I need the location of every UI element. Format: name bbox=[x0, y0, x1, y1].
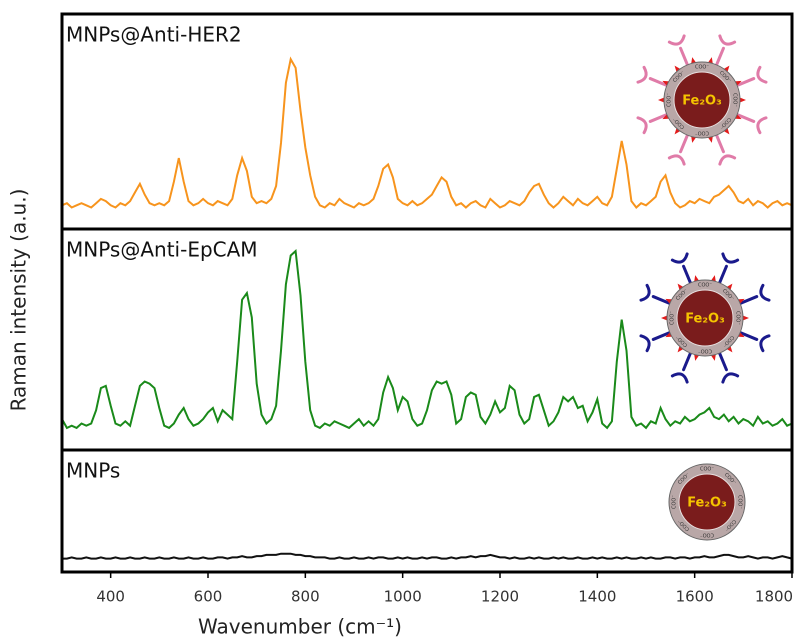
x-tick-label: 800 bbox=[291, 588, 320, 606]
core-label: Fe₂O₃ bbox=[685, 312, 725, 327]
antibody bbox=[670, 252, 693, 287]
panel-label: MNPs@Anti-EpCAM bbox=[66, 238, 258, 262]
antibody bbox=[636, 65, 671, 88]
x-tick-label: 1000 bbox=[384, 588, 422, 606]
panel-label: MNPs@Anti-HER2 bbox=[66, 23, 242, 47]
core bbox=[678, 473, 736, 531]
spectrum-line bbox=[61, 56, 793, 209]
shell-label: COO⁻ bbox=[667, 93, 673, 107]
core-label: Fe₂O₃ bbox=[687, 496, 727, 511]
antibody bbox=[714, 131, 737, 166]
x-axis-label: Wavenumber (cm⁻¹) bbox=[198, 615, 402, 639]
x-tick-label: 400 bbox=[96, 588, 125, 606]
shell-label: COO⁻ bbox=[698, 348, 712, 354]
shell-label: COO⁻ bbox=[670, 311, 676, 325]
core bbox=[676, 289, 734, 347]
x-tick-label: 600 bbox=[194, 588, 223, 606]
x-tick-label: 1200 bbox=[481, 588, 519, 606]
shell-label: COO⁻ bbox=[735, 311, 741, 325]
shell-label: COO⁻ bbox=[700, 467, 714, 473]
antibody bbox=[736, 330, 771, 353]
shell-label: COO⁻ bbox=[700, 532, 714, 538]
shell-label: COO⁻ bbox=[732, 93, 738, 107]
x-tick-label: 1800 bbox=[755, 588, 793, 606]
shell-label: COO⁻ bbox=[737, 495, 743, 509]
core bbox=[673, 71, 731, 129]
antibody bbox=[667, 34, 690, 69]
x-tick-label: 1400 bbox=[578, 588, 616, 606]
spectrum-line bbox=[61, 249, 793, 430]
antibody bbox=[733, 112, 768, 135]
x-tick-label: 1600 bbox=[676, 588, 714, 606]
particle-icon: COO⁻COO⁻COO⁻COO⁻COO⁻COO⁻COO⁻COO⁻Fe₂O₃ bbox=[668, 463, 746, 541]
shell-label: COO⁻ bbox=[698, 283, 712, 289]
shell-label: COO⁻ bbox=[695, 65, 709, 71]
shell-label: COO⁻ bbox=[672, 495, 678, 509]
antibody bbox=[667, 131, 690, 166]
antibody bbox=[670, 349, 693, 384]
antibody bbox=[636, 112, 671, 135]
antibody bbox=[714, 34, 737, 69]
particle-icon: COO⁻COO⁻COO⁻COO⁻COO⁻COO⁻COO⁻COO⁻Fe₂O₃ bbox=[636, 34, 768, 166]
panel-label: MNPs bbox=[66, 459, 120, 483]
core-label: Fe₂O₃ bbox=[682, 94, 722, 109]
plot-frame bbox=[60, 12, 794, 574]
antibody bbox=[639, 330, 674, 353]
antibody bbox=[639, 283, 674, 306]
y-axis-label: Raman intensity (a.u.) bbox=[7, 189, 31, 412]
shell-label: COO⁻ bbox=[695, 130, 709, 136]
antibody bbox=[717, 252, 740, 287]
spectrum-line bbox=[62, 552, 793, 560]
antibody bbox=[717, 349, 740, 384]
particle-icon: COO⁻COO⁻COO⁻COO⁻COO⁻COO⁻COO⁻COO⁻Fe₂O₃ bbox=[639, 252, 771, 384]
antibody bbox=[736, 283, 771, 306]
antibody bbox=[733, 65, 768, 88]
